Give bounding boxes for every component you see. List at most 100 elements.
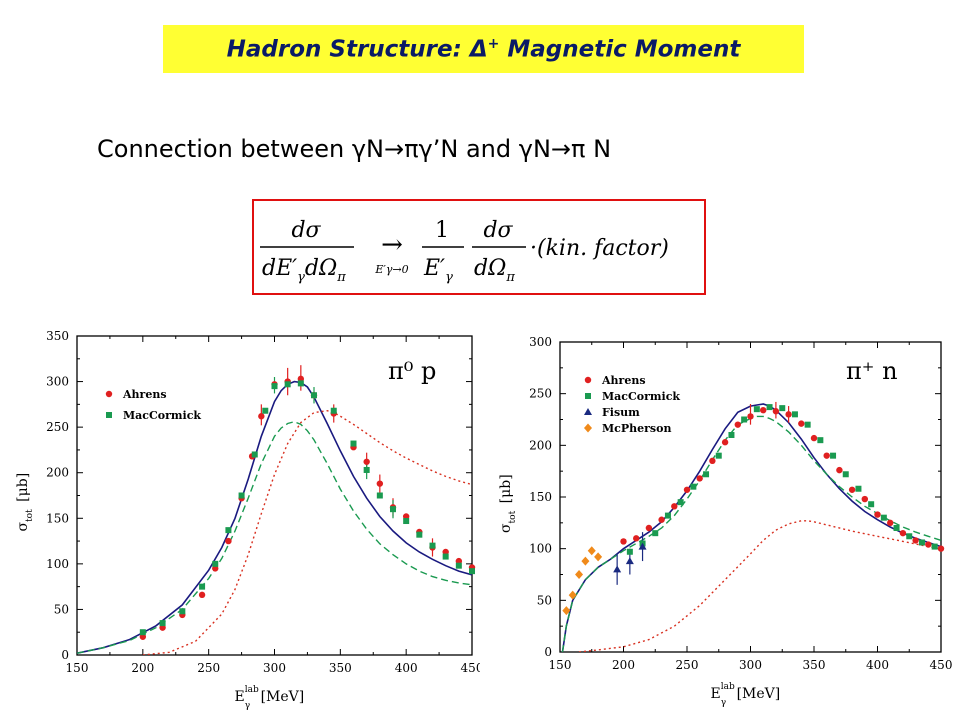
y-tick-label: 0 <box>61 648 69 662</box>
x-tick-label: 150 <box>549 658 572 672</box>
data-point-maccormick <box>855 485 862 492</box>
formula-one: 1 <box>435 218 449 243</box>
data-point-ahrens <box>887 519 894 527</box>
subtitle-reaction-2: γN→π N <box>518 135 612 163</box>
y-axis-label-unit: [μb] <box>15 473 31 506</box>
curve-dotted <box>578 520 941 652</box>
formula-numerator-3: dσ <box>483 218 513 243</box>
data-point-maccormick <box>868 501 875 508</box>
chart-pi0-p-svg: 150 200 250 300 350 400 450 0 50 100 150 200 250 300 3… <box>15 329 483 711</box>
formula-svg: dσ dE′γdΩπ → E′γ→0 1 E′γ dσ dΩπ ·(kin. f… <box>260 218 669 285</box>
data-point-maccormick <box>416 531 423 538</box>
data-point-maccormick <box>893 525 900 531</box>
curve-dashed <box>561 415 941 652</box>
y-tick-label: 250 <box>46 420 69 434</box>
data-point-maccormick <box>469 568 475 575</box>
data-point-ahrens <box>734 421 741 428</box>
x-tick-label: 200 <box>131 661 154 675</box>
series-fisum <box>613 542 647 573</box>
legend: Ahrens MacCormick <box>105 388 201 422</box>
y-tick-label: 50 <box>54 602 69 616</box>
y-axis: 0 50 100 150 200 250 300 <box>529 335 941 659</box>
curves <box>561 403 941 652</box>
subtitle-and: and <box>458 135 519 163</box>
data-point-maccormick <box>284 381 291 388</box>
data-point-maccormick <box>238 492 245 499</box>
data-point-maccormick <box>830 452 837 459</box>
x-tick-label: 450 <box>930 658 953 672</box>
data-point-mcpherson <box>568 590 577 600</box>
legend-label-fisum: Fisum <box>602 406 640 419</box>
x-axis-label: Elab γ [MeV] <box>711 682 781 708</box>
data-point-maccormick <box>766 404 773 411</box>
y-tick-label: 0 <box>544 645 552 659</box>
y-axis-label: σtot [μb] <box>15 473 35 532</box>
legend-label-mcpherson: McPherson <box>602 422 671 435</box>
x-axis-label-unit: [MeV] <box>732 686 780 702</box>
title-prefix: Hadron Structure: <box>226 36 470 63</box>
x-tick-label: 300 <box>739 658 762 672</box>
y-tick-label: 100 <box>46 557 69 571</box>
data-point-maccormick <box>442 553 449 560</box>
title-suffix: Magnetic Moment <box>499 36 741 63</box>
x-axis-label-sup: lab <box>721 682 735 692</box>
data-point-ahrens <box>376 480 384 487</box>
curve-dashed <box>77 420 472 654</box>
formula-pi-sub-3: π <box>505 270 515 285</box>
chart-pi0-p: 150 200 250 300 350 400 450 0 50 100 150 200 250 300 3… <box>0 316 483 725</box>
data-point-mcpherson <box>587 546 596 556</box>
plot-frame <box>559 341 942 653</box>
y-axis: 0 50 100 150 200 250 300 350 <box>46 329 472 662</box>
data-point-fisum <box>613 565 622 573</box>
y-tick-label: 150 <box>46 511 69 525</box>
data-point-maccormick <box>212 560 219 567</box>
y-tick-label: 150 <box>529 490 552 504</box>
x-tick-label: 200 <box>612 658 635 672</box>
y-tick-label: 100 <box>529 542 552 556</box>
data-point-ahrens <box>633 535 640 542</box>
subtitle-start: Connection between <box>97 135 352 163</box>
chart-piplus-n: 150 200 250 300 350 400 450 0 50 100 150 200 250 300 E… <box>484 322 960 725</box>
data-point-ahrens <box>721 439 729 446</box>
chart-piplus-n-svg: 150 200 250 300 350 400 450 0 50 100 150 200 250 300 E… <box>498 335 953 708</box>
data-point-maccormick <box>179 608 186 615</box>
formula-denominator-3: dΩπ <box>474 256 515 285</box>
data-point-maccormick <box>779 405 786 412</box>
x-axis: 150 200 250 300 350 400 450 <box>549 342 953 672</box>
formula-e-prime: E′ <box>423 256 445 281</box>
x-tick-label: 400 <box>866 658 889 672</box>
data-point-ahrens <box>937 545 945 552</box>
legend-marker-ahrens <box>105 390 113 398</box>
y-tick-label: 200 <box>529 438 552 452</box>
panel-label: π⁰ p <box>388 357 436 385</box>
x-axis-label-unit: [MeV] <box>256 689 304 705</box>
data-point-ahrens <box>760 407 767 414</box>
legend-marker-mcpherson <box>584 423 592 433</box>
data-point-ahrens <box>772 408 780 415</box>
data-point-ahrens <box>671 503 678 510</box>
data-point-ahrens <box>925 541 932 548</box>
data-point-maccormick <box>703 471 710 478</box>
x-tick-label: 250 <box>676 658 699 672</box>
data-point-maccormick <box>626 548 633 555</box>
formula-d-omega-3: dΩ <box>474 256 506 281</box>
y-axis-label-sub: tot <box>25 509 35 522</box>
data-point-ahrens <box>874 511 881 518</box>
y-tick-label: 250 <box>529 387 552 401</box>
data-point-ahrens <box>709 457 716 465</box>
data-point-ahrens <box>258 413 265 420</box>
data-point-ahrens <box>225 537 232 545</box>
curves <box>77 380 472 655</box>
x-tick-label: 450 <box>461 661 480 675</box>
y-tick-label: 50 <box>537 593 552 607</box>
data-point-ahrens <box>785 411 792 418</box>
data-point-maccormick <box>271 383 278 390</box>
data-point-maccormick <box>390 506 396 513</box>
x-axis-label-sub: γ <box>721 698 726 708</box>
data-point-maccormick <box>804 421 811 428</box>
data-point-fisum <box>625 557 634 565</box>
data-point-maccormick <box>842 471 849 478</box>
page-title: Hadron Structure: Δ+ Magnetic Moment <box>227 36 741 63</box>
data-point-maccormick <box>403 518 410 525</box>
x-axis-label: Elab γ [MeV] <box>235 685 305 711</box>
